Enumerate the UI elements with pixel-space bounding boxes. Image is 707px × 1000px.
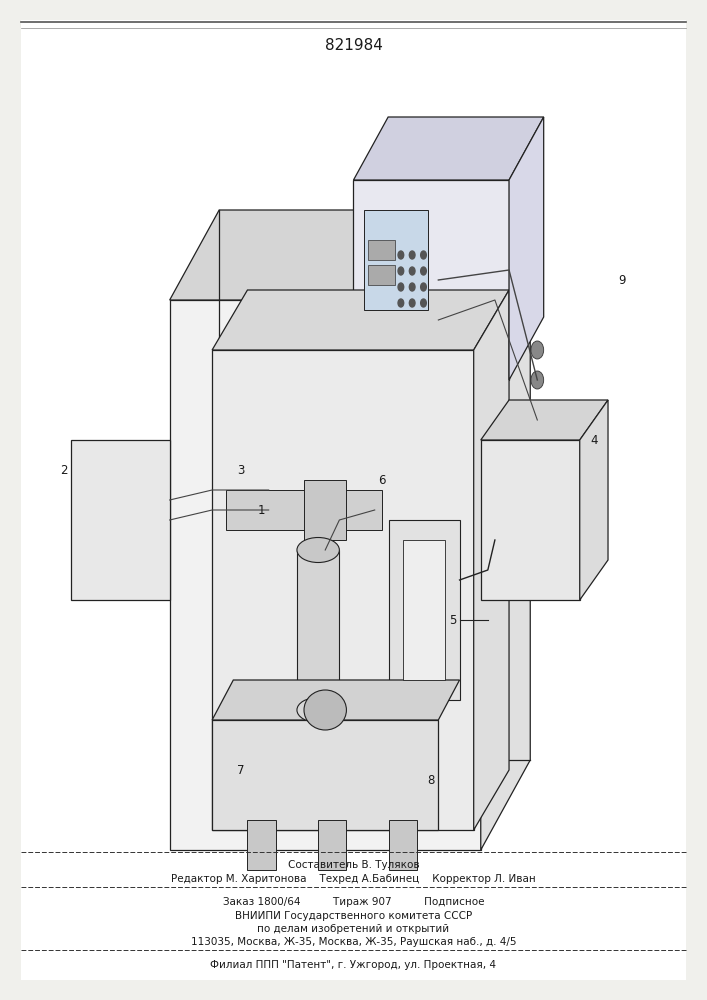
Polygon shape	[481, 210, 530, 850]
Bar	[368, 265, 395, 285]
Bar	[247, 820, 276, 870]
Polygon shape	[212, 720, 438, 830]
Circle shape	[409, 267, 415, 275]
Text: 821984: 821984	[325, 38, 382, 53]
Polygon shape	[481, 440, 580, 600]
Polygon shape	[580, 400, 608, 600]
Bar	[389, 820, 417, 870]
Text: Составитель В. Туляков: Составитель В. Туляков	[288, 860, 419, 870]
Bar	[364, 210, 428, 310]
Bar	[403, 540, 445, 680]
Text: 113035, Москва, Ж-35, Москва, Ж-35, Раушская наб., д. 4/5: 113035, Москва, Ж-35, Москва, Ж-35, Рауш…	[191, 937, 516, 947]
Text: 4: 4	[590, 434, 597, 446]
Text: 3: 3	[237, 464, 244, 477]
Ellipse shape	[297, 538, 339, 562]
Text: 6: 6	[378, 474, 385, 487]
Bar	[368, 240, 395, 260]
Text: 5: 5	[449, 613, 456, 626]
Text: Филиал ППП "Патент", г. Ужгород, ул. Проектная, 4: Филиал ППП "Патент", г. Ужгород, ул. Про…	[211, 960, 496, 970]
Bar	[226, 490, 382, 530]
Polygon shape	[354, 117, 544, 180]
Circle shape	[531, 371, 544, 389]
Circle shape	[421, 299, 426, 307]
Circle shape	[398, 299, 404, 307]
Circle shape	[531, 341, 544, 359]
Polygon shape	[212, 680, 460, 720]
Polygon shape	[509, 117, 544, 380]
Bar	[304, 480, 346, 540]
Text: Редактор М. Харитонова    Техред А.Бабинец    Корректор Л. Иван: Редактор М. Харитонова Техред А.Бабинец …	[171, 874, 536, 884]
Bar	[318, 820, 346, 870]
Text: 8: 8	[428, 774, 435, 786]
Polygon shape	[212, 350, 474, 830]
Polygon shape	[474, 290, 509, 830]
Text: 1: 1	[258, 504, 265, 516]
Circle shape	[398, 283, 404, 291]
FancyBboxPatch shape	[21, 20, 686, 980]
Polygon shape	[354, 180, 509, 380]
Ellipse shape	[297, 698, 339, 722]
Circle shape	[409, 283, 415, 291]
Bar	[297, 550, 339, 710]
Circle shape	[421, 267, 426, 275]
Circle shape	[398, 251, 404, 259]
Circle shape	[409, 251, 415, 259]
Circle shape	[421, 283, 426, 291]
Text: по делам изобретений и открытий: по делам изобретений и открытий	[257, 924, 450, 934]
Ellipse shape	[304, 690, 346, 730]
Circle shape	[398, 267, 404, 275]
Polygon shape	[481, 400, 608, 440]
Polygon shape	[212, 290, 509, 350]
Circle shape	[421, 251, 426, 259]
Circle shape	[409, 299, 415, 307]
Polygon shape	[170, 300, 481, 850]
Text: 2: 2	[60, 464, 67, 477]
Text: 7: 7	[237, 764, 244, 776]
Text: Заказ 1800/64          Тираж 907          Подписное: Заказ 1800/64 Тираж 907 Подписное	[223, 897, 484, 907]
Bar	[389, 520, 460, 700]
Text: ВНИИПИ Государственного комитета СССР: ВНИИПИ Государственного комитета СССР	[235, 911, 472, 921]
Polygon shape	[71, 440, 170, 600]
Polygon shape	[170, 210, 530, 300]
Text: 9: 9	[619, 273, 626, 286]
